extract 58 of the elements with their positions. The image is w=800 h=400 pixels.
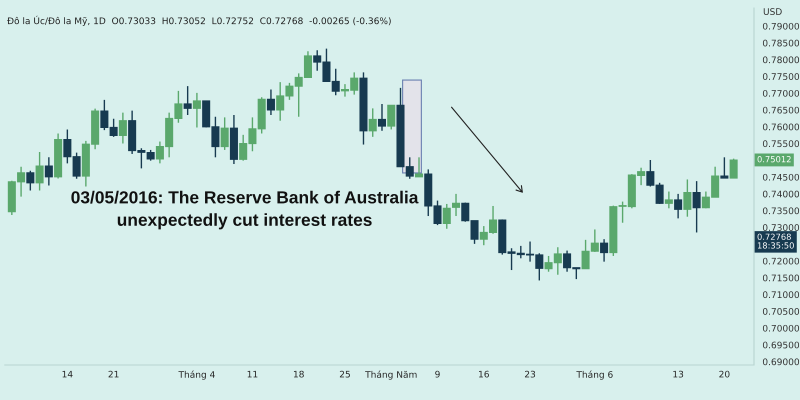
- y-tick-label: 0.78500: [762, 40, 800, 46]
- x-tick-label: 20: [719, 370, 730, 378]
- y-tick-label: 0.71500: [762, 274, 800, 282]
- candlestick: [692, 180, 701, 234]
- y-tick-label: 0.70500: [762, 308, 800, 315]
- candlestick: [184, 85, 192, 116]
- y-tick-label: 0.69500: [762, 342, 800, 348]
- text: 0.72768 18:35:50: [758, 234, 794, 249]
- y-axis-title: USD: [764, 8, 782, 15]
- candlestick: [674, 193, 682, 220]
- x-tick-label: 13: [673, 370, 684, 378]
- x-tick-label: 11: [248, 370, 258, 378]
- y-tick-label: 0.73000: [762, 224, 800, 231]
- candlestick: [442, 203, 451, 230]
- x-tick-label: 23: [524, 370, 536, 378]
- candlestick: [600, 238, 608, 262]
- x-tick-label: Tháng 6: [576, 370, 613, 380]
- candlestick: [683, 178, 692, 218]
- candlestick: [664, 190, 673, 210]
- y-tick-label: 0.79000: [762, 22, 800, 30]
- candlestick: [26, 170, 34, 192]
- x-tick-label: 14: [62, 370, 73, 378]
- y-tick-label: 0.70000: [762, 324, 800, 332]
- x-tick-label: 21: [108, 370, 119, 378]
- y-tick-label: 0.74000: [762, 190, 800, 198]
- y-tick-label: 0.71000: [762, 291, 800, 298]
- y-tick-label: 0.76500: [762, 106, 800, 114]
- x-tick-label: 9: [435, 370, 440, 378]
- candlestick: [118, 112, 127, 144]
- y-tick-label: 0.75500: [762, 140, 800, 148]
- text: Đô la Úc/Đô la Mỹ, 1D O0.73033 H0.73052 L0.72752 C0.72768 -0.00265 (-0.36%): [7, 16, 391, 26]
- candlestick: [720, 156, 728, 179]
- y-tick-label: 0.76000: [762, 124, 800, 130]
- text: 0.75012: [758, 156, 791, 162]
- y-tick-label: 0.78000: [762, 56, 800, 64]
- candlestick: [44, 156, 53, 186]
- candlestick: [220, 116, 229, 151]
- x-tick-label: Tháng 4: [178, 370, 215, 380]
- y-tick-label: 0.74500: [762, 174, 800, 181]
- candlestick: [192, 92, 201, 128]
- candlestick: [368, 108, 377, 138]
- y-tick-label: 0.77500: [762, 73, 800, 80]
- candlestick: [730, 158, 738, 179]
- y-tick-label: 0.77000: [762, 90, 800, 97]
- annotation: 03/05/2016: The Reserve Bank of Australia unexpectedly cut interest rates: [71, 190, 419, 230]
- candlestick: [387, 104, 396, 130]
- y-tick-label: 0.69000: [762, 358, 800, 366]
- candlestick: [266, 88, 275, 116]
- x-tick-label: Tháng Năm: [365, 370, 417, 380]
- candlestick: [378, 103, 386, 132]
- candlestick: [414, 156, 424, 178]
- y-tick-label: 0.72000: [762, 258, 800, 265]
- candlestick: [36, 151, 44, 192]
- x-tick-label: 16: [479, 370, 489, 378]
- x-tick-label: 25: [340, 370, 350, 378]
- x-tick-label: 18: [294, 370, 304, 378]
- y-tick-label: 0.73500: [762, 207, 800, 214]
- candlestick: [452, 193, 460, 217]
